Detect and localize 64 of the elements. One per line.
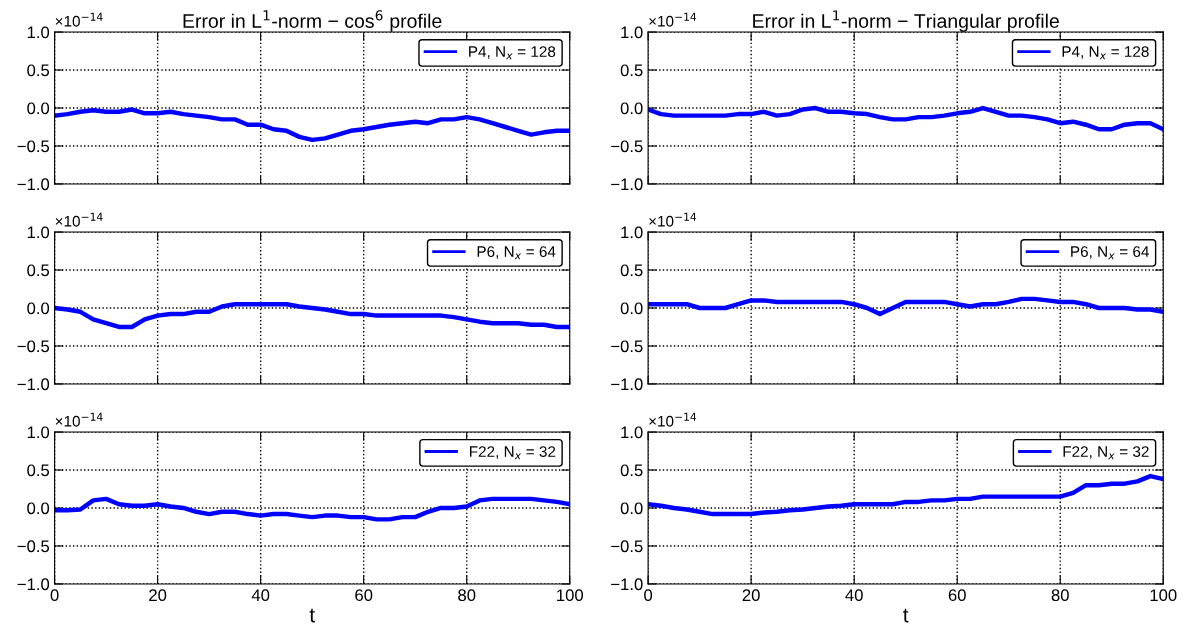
text: ×10$^{−14}$ (649, 412, 697, 427)
y-tick-label: −0.5 (17, 340, 50, 353)
x-tick-label: 0 (50, 589, 59, 602)
line-series (648, 296, 1164, 317)
y-tick-label: 0.5 (27, 464, 50, 477)
x-tick-label: 100 (557, 589, 584, 602)
y-tick-label: −1.0 (17, 178, 50, 191)
x-tick-label: 80 (458, 589, 476, 602)
y-tick-label: 0.5 (27, 64, 50, 77)
text: ×10$^{−14}$ (649, 212, 697, 227)
x-tick-label: 80 (1051, 589, 1069, 602)
y-tick-label: 0.0 (620, 102, 643, 115)
y-tick-label: 1.0 (621, 426, 643, 439)
x-axis-title: t (903, 608, 909, 623)
line-series (54, 107, 570, 143)
x-tick-label: 40 (251, 589, 270, 602)
y-tick-label: −1.0 (611, 578, 643, 591)
text: ×10$^{−14}$ (649, 12, 697, 27)
y-tick-label: 0.5 (620, 64, 643, 77)
x-tick-label: 20 (149, 589, 167, 602)
line-series (54, 301, 570, 330)
y-tick-label: 0.0 (620, 302, 643, 315)
x-tick-label: 100 (1150, 589, 1177, 602)
y-tick-label: −0.5 (17, 540, 50, 553)
y-tick-label: −0.5 (611, 540, 643, 553)
text: ×10$^{−14}$ (55, 412, 103, 427)
legend-label: F22, N$_{x}$ = 32 (1063, 446, 1149, 460)
y-tick-label: 0.0 (620, 502, 643, 515)
y-tick-label: −1.0 (611, 378, 643, 391)
x-axis-title: t (309, 608, 315, 623)
y-tick-label: −1.0 (17, 578, 50, 591)
legend-label: P4, N$_{x}$ = 128 (469, 46, 556, 60)
y-tick-label: 0.0 (27, 302, 50, 315)
x-tick-label: 40 (845, 589, 863, 602)
legend-label: P4, N$_{x}$ = 128 (1062, 46, 1149, 60)
x-tick-label: 60 (948, 589, 966, 602)
x-tick-label: 20 (742, 589, 760, 602)
y-tick-label: 1.0 (621, 26, 643, 39)
y-tick-label: 0.5 (620, 264, 643, 277)
chart-title: Error in L$^{1}$-norm − Triangular profile (753, 10, 1059, 32)
y-tick-label: 0.0 (27, 502, 50, 515)
text: ×10$^{−14}$ (55, 12, 103, 27)
line-series (648, 473, 1164, 517)
y-tick-label: −1.0 (611, 178, 643, 191)
line-series (648, 105, 1164, 132)
chart-title: Error in L$^{1}$-norm − cos$^{6}$ profile (183, 10, 442, 32)
legend-label: P6, N$_{x}$ = 64 (477, 246, 556, 260)
y-tick-label: 1.0 (27, 26, 50, 39)
y-tick-label: 0.5 (27, 264, 50, 277)
y-tick-label: −0.5 (611, 140, 643, 153)
legend-label: P6, N$_{x}$ = 64 (1071, 246, 1149, 260)
x-tick-label: 60 (355, 589, 373, 602)
y-tick-label: 0.5 (620, 464, 643, 477)
y-tick-label: 1.0 (27, 226, 50, 239)
y-tick-label: −0.5 (611, 340, 643, 353)
x-tick-label: 0 (644, 589, 653, 602)
y-tick-label: 1.0 (27, 426, 50, 439)
y-tick-label: 0.0 (27, 102, 50, 115)
text: ×10$^{−14}$ (55, 212, 103, 227)
y-tick-label: −0.5 (17, 140, 50, 153)
line-series (54, 496, 570, 522)
legend-label: F22, N$_{x}$ = 32 (470, 446, 556, 460)
y-tick-label: −1.0 (17, 378, 50, 391)
y-tick-label: 1.0 (621, 226, 643, 239)
